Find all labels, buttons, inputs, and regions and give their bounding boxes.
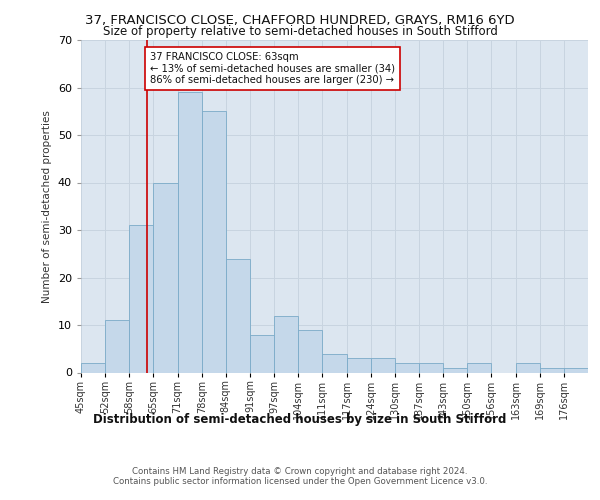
Bar [250,334,274,372]
Text: 37, FRANCISCO CLOSE, CHAFFORD HUNDRED, GRAYS, RM16 6YD: 37, FRANCISCO CLOSE, CHAFFORD HUNDRED, G… [85,14,515,27]
Bar [467,363,491,372]
Bar [419,363,443,372]
Bar [443,368,467,372]
Bar [129,225,154,372]
Text: Contains HM Land Registry data © Crown copyright and database right 2024.: Contains HM Land Registry data © Crown c… [132,467,468,476]
Text: Contains public sector information licensed under the Open Government Licence v3: Contains public sector information licen… [113,477,487,486]
Bar [178,92,202,372]
Bar [540,368,564,372]
Bar [395,363,419,372]
Text: Size of property relative to semi-detached houses in South Stifford: Size of property relative to semi-detach… [103,25,497,38]
Bar [564,368,588,372]
Bar [347,358,371,372]
Bar [274,316,298,372]
Bar [226,258,250,372]
Bar [322,354,347,372]
Bar [105,320,129,372]
Y-axis label: Number of semi-detached properties: Number of semi-detached properties [42,110,52,302]
Bar [515,363,540,372]
Text: Distribution of semi-detached houses by size in South Stifford: Distribution of semi-detached houses by … [94,412,506,426]
Text: 37 FRANCISCO CLOSE: 63sqm
← 13% of semi-detached houses are smaller (34)
86% of : 37 FRANCISCO CLOSE: 63sqm ← 13% of semi-… [150,52,395,85]
Bar [371,358,395,372]
Bar [154,182,178,372]
Bar [202,112,226,372]
Bar [298,330,322,372]
Bar [81,363,105,372]
